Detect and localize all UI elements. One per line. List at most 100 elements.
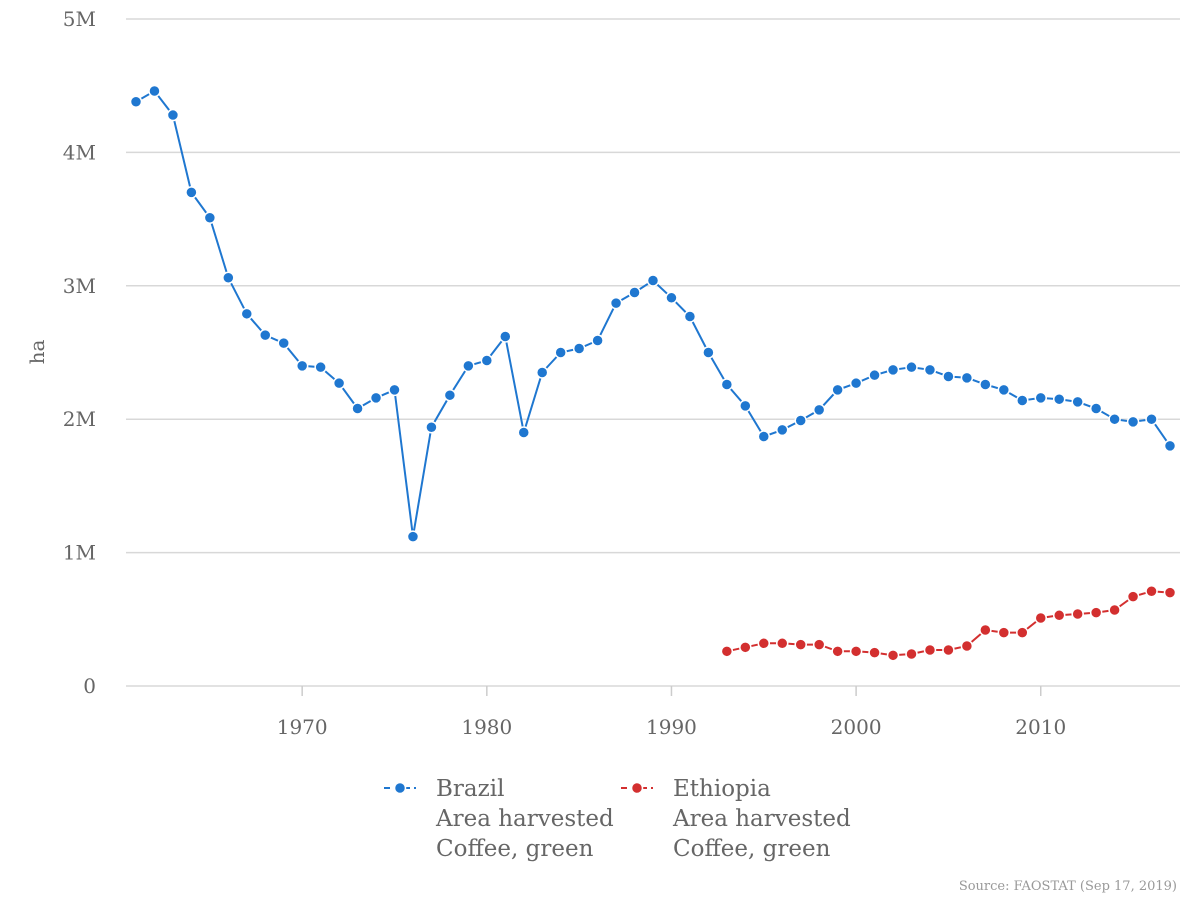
legend-item-brazil[interactable]: Brazil Area harvested Coffee, green xyxy=(384,776,614,862)
data-point[interactable] xyxy=(1163,586,1177,599)
data-point[interactable] xyxy=(831,645,844,658)
data-point[interactable] xyxy=(388,383,401,397)
x-axis-ticks: 1970 1980 1990 2000 2010 xyxy=(277,686,1066,739)
x-tick-label: 1970 xyxy=(277,715,328,739)
data-point[interactable] xyxy=(129,95,143,108)
data-point[interactable] xyxy=(739,641,752,654)
data-point[interactable] xyxy=(886,363,900,377)
data-point[interactable] xyxy=(979,623,992,637)
data-point[interactable] xyxy=(1108,603,1121,617)
data-point[interactable] xyxy=(794,414,807,427)
data-point[interactable] xyxy=(351,402,364,415)
data-point[interactable] xyxy=(720,645,734,658)
data-point[interactable] xyxy=(1089,606,1103,619)
data-point[interactable] xyxy=(997,626,1011,639)
data-point[interactable] xyxy=(462,359,475,373)
data-point[interactable] xyxy=(1071,607,1084,621)
data-point[interactable] xyxy=(923,643,937,657)
data-point[interactable] xyxy=(535,366,549,379)
data-point[interactable] xyxy=(646,274,660,287)
data-point[interactable] xyxy=(702,346,715,359)
data-point[interactable] xyxy=(776,637,789,650)
data-point[interactable] xyxy=(369,391,383,405)
data-point[interactable] xyxy=(1145,412,1158,426)
data-point[interactable] xyxy=(1145,585,1158,598)
data-point[interactable] xyxy=(812,638,826,651)
data-point[interactable] xyxy=(425,420,438,434)
x-tick-label: 2000 xyxy=(831,715,882,739)
data-point[interactable] xyxy=(277,336,290,350)
data-point[interactable] xyxy=(591,334,604,347)
data-point[interactable] xyxy=(997,383,1011,397)
data-point[interactable] xyxy=(554,346,567,359)
data-point[interactable] xyxy=(757,430,771,443)
data-point[interactable] xyxy=(868,368,881,382)
legend-item-ethiopia[interactable]: Ethiopia Area harvested Coffee, green xyxy=(621,776,851,862)
data-point[interactable] xyxy=(960,639,974,653)
data-point[interactable] xyxy=(849,376,863,390)
data-point[interactable] xyxy=(831,383,844,397)
data-point[interactable] xyxy=(240,307,254,321)
data-point[interactable] xyxy=(185,186,198,199)
source-note: Source: FAOSTAT (Sep 17, 2019) xyxy=(959,879,1177,894)
data-point[interactable] xyxy=(720,378,734,391)
data-point[interactable] xyxy=(1108,412,1121,426)
data-point[interactable] xyxy=(757,637,771,650)
data-point[interactable] xyxy=(572,342,586,355)
data-point[interactable] xyxy=(683,310,697,323)
data-point[interactable] xyxy=(905,647,918,661)
data-point[interactable] xyxy=(628,286,641,299)
y-tick-label: 0 xyxy=(83,674,96,698)
series-line-brazil xyxy=(135,89,1171,537)
data-point[interactable] xyxy=(1163,439,1177,453)
data-point[interactable] xyxy=(1126,590,1140,603)
data-point[interactable] xyxy=(1034,391,1047,405)
data-point[interactable] xyxy=(259,328,272,342)
data-point[interactable] xyxy=(739,399,752,413)
data-point[interactable] xyxy=(295,359,309,373)
data-point[interactable] xyxy=(1016,626,1029,639)
data-point[interactable] xyxy=(499,330,512,343)
data-point[interactable] xyxy=(960,371,974,385)
data-point[interactable] xyxy=(1052,609,1066,622)
data-point[interactable] xyxy=(812,403,826,417)
data-point[interactable] xyxy=(148,84,161,98)
data-point[interactable] xyxy=(203,211,217,225)
data-point[interactable] xyxy=(517,426,530,439)
data-point[interactable] xyxy=(942,370,955,383)
data-point[interactable] xyxy=(849,645,863,658)
series-layer xyxy=(129,84,1177,662)
data-point[interactable] xyxy=(332,376,346,390)
data-point[interactable] xyxy=(1016,394,1029,407)
data-point[interactable] xyxy=(905,360,918,374)
data-point[interactable] xyxy=(868,646,881,659)
legend-label: Coffee, green xyxy=(436,836,594,862)
legend-marker-icon xyxy=(630,781,644,795)
y-tick-label: 4M xyxy=(63,140,96,164)
x-tick-label: 1980 xyxy=(461,715,512,739)
data-point[interactable] xyxy=(979,378,992,391)
data-point[interactable] xyxy=(222,271,235,285)
legend-label: Area harvested xyxy=(435,806,614,832)
data-point[interactable] xyxy=(665,291,678,305)
data-point[interactable] xyxy=(1052,392,1066,406)
data-point[interactable] xyxy=(794,638,807,651)
data-point[interactable] xyxy=(443,388,457,402)
data-point[interactable] xyxy=(1071,395,1084,409)
data-point[interactable] xyxy=(1034,611,1047,625)
data-point[interactable] xyxy=(1126,415,1140,429)
data-point[interactable] xyxy=(923,363,937,377)
data-point[interactable] xyxy=(1089,402,1103,415)
data-point[interactable] xyxy=(166,108,180,122)
series-brazil xyxy=(129,84,1177,543)
data-point[interactable] xyxy=(406,530,420,543)
legend-label: Coffee, green xyxy=(673,836,831,862)
data-point[interactable] xyxy=(480,354,494,367)
data-point[interactable] xyxy=(942,643,955,657)
data-point[interactable] xyxy=(314,360,327,374)
data-point[interactable] xyxy=(609,296,623,310)
data-point[interactable] xyxy=(776,423,789,437)
data-point[interactable] xyxy=(886,649,900,662)
